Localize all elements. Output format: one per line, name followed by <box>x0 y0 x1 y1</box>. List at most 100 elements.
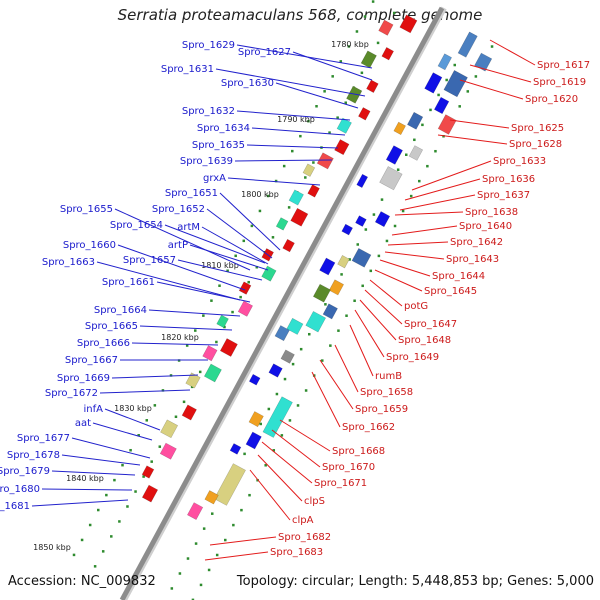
gene-block <box>408 145 424 161</box>
track-dot <box>331 75 334 78</box>
track-dot <box>291 362 295 366</box>
gene-block <box>437 53 452 71</box>
right-connector <box>359 299 397 341</box>
gene-block <box>337 255 350 269</box>
gene-label-left: Spro_1634 <box>197 123 250 134</box>
track-dot <box>345 314 348 317</box>
gene-label-left: Spro_1663 <box>42 257 95 268</box>
left-connector <box>71 437 151 459</box>
gene-block <box>328 279 344 296</box>
track-dot <box>202 527 206 530</box>
left-connector <box>206 208 273 259</box>
right-connector <box>204 551 269 561</box>
gene-block <box>378 19 394 36</box>
gene-label-right: Spro_1668 <box>332 446 385 457</box>
track-dot <box>371 0 375 3</box>
gene-label-left: Spro_1664 <box>94 305 147 316</box>
gene-block <box>379 166 403 191</box>
track-dot <box>299 347 303 351</box>
track-dot <box>312 161 315 164</box>
gene-block <box>275 217 289 231</box>
gene-label-right: rumB <box>375 371 402 382</box>
kbp-tick-label: 1810 kbp <box>201 261 239 270</box>
track-dot <box>304 176 307 179</box>
gene-block <box>305 310 327 333</box>
track-dot <box>266 194 270 198</box>
track-dot <box>323 90 326 93</box>
gene-label-right: Spro_1642 <box>450 237 503 248</box>
track-dot <box>178 572 182 575</box>
track-dot <box>255 265 259 269</box>
track-dot <box>437 93 440 97</box>
right-connector <box>374 269 423 292</box>
gene-label-right: potG <box>404 301 428 312</box>
right-connector <box>271 429 321 468</box>
kbp-tick-label: 1820 kbp <box>161 333 199 342</box>
right-connector <box>387 241 449 246</box>
track-dot <box>113 478 116 482</box>
left-connector <box>275 82 359 109</box>
right-connector <box>411 160 492 191</box>
track-dot <box>271 236 275 239</box>
track-dot <box>248 493 251 497</box>
track-dot <box>369 269 373 273</box>
track-dot <box>215 340 218 344</box>
gene-block <box>336 117 352 134</box>
track-dot <box>287 206 291 209</box>
track-dot <box>458 105 461 108</box>
gene-block <box>248 411 264 428</box>
track-dot <box>88 523 92 527</box>
gene-block <box>187 502 204 520</box>
track-dot <box>134 490 137 493</box>
track-dot <box>361 284 364 288</box>
track-dot <box>401 209 405 213</box>
gene-block <box>280 349 295 364</box>
left-connector <box>96 261 241 301</box>
left-connector <box>156 281 251 303</box>
track-dot <box>105 493 108 497</box>
gene-label-right: Spro_1620 <box>525 94 578 105</box>
gene-block <box>381 47 394 61</box>
track-dot <box>321 359 324 362</box>
track-dot <box>442 135 445 138</box>
gene-label-right: Spro_1640 <box>459 221 512 232</box>
gene-block <box>346 85 363 104</box>
gene-block <box>341 223 353 236</box>
gene-label-right: Spro_1643 <box>446 254 499 265</box>
gene-label-left: Spro_1631 <box>161 64 214 75</box>
track-dot <box>272 449 276 452</box>
gene-block <box>213 463 246 506</box>
gene-label-right: Spro_1628 <box>509 139 562 150</box>
track-dot <box>360 71 364 75</box>
track-dot <box>191 598 195 600</box>
gene-block <box>424 72 443 94</box>
track-dot <box>232 523 235 527</box>
track-dot <box>380 198 384 201</box>
gene-block <box>443 70 468 98</box>
left-connector <box>148 309 241 317</box>
gene-block <box>307 184 320 198</box>
gene-block <box>282 238 295 253</box>
gene-label-left: Spro_1666 <box>77 338 130 349</box>
track-dot <box>247 280 250 284</box>
kbp-tick-label: 1830 kbp <box>114 404 152 413</box>
left-connector <box>92 422 153 441</box>
gene-block <box>286 317 304 335</box>
left-connector <box>201 226 269 265</box>
left-connector <box>99 389 191 394</box>
gene-block <box>245 431 262 450</box>
track-dot <box>210 512 214 515</box>
track-dot <box>194 329 197 332</box>
right-connector <box>394 211 464 216</box>
track-dot <box>170 587 174 590</box>
left-connector <box>131 342 219 346</box>
gene-block <box>437 114 457 135</box>
right-connector <box>449 119 510 129</box>
gene-block <box>238 281 252 295</box>
gene-label-right: Spro_1645 <box>424 286 477 297</box>
gene-label-right: Spro_1658 <box>360 387 413 398</box>
left-connector <box>251 127 346 136</box>
gene-block <box>355 215 367 227</box>
track-dot <box>409 194 413 198</box>
left-connector <box>177 259 263 281</box>
